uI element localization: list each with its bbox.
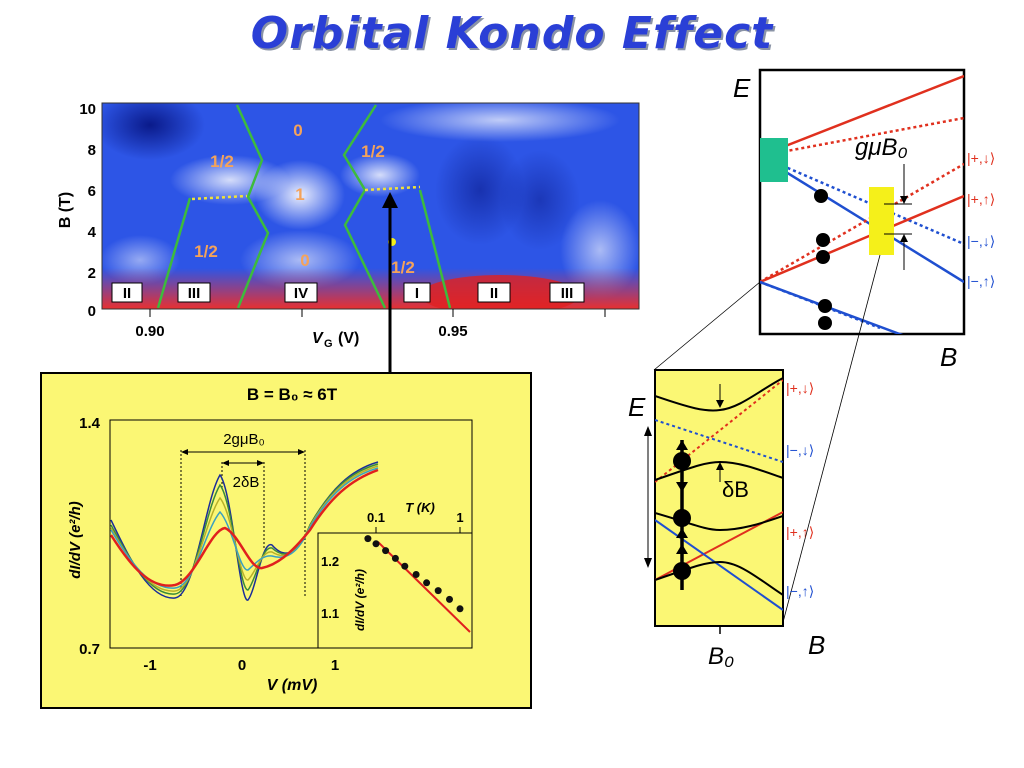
spectrum-panel: B = B₀ ≈ 6T 1.4 0.7 dI/dV (e²/h) -1 0 1 …: [40, 372, 532, 709]
zoom-e-label: E: [628, 392, 646, 422]
zoom-diagram: E B B₀ δB |+,↓⟩ |−,↓⟩ |+,↑⟩ |−,↑⟩: [628, 369, 825, 670]
inset-data-point: [434, 587, 442, 595]
region-label: II: [123, 285, 131, 302]
inset-data-point: [456, 605, 464, 613]
spin-label: 0: [293, 121, 302, 140]
x-tick: 0.95: [438, 323, 467, 340]
y-tick: 0.7: [79, 641, 100, 658]
y-tick: 10: [79, 101, 96, 118]
x-axis-label: V (mV): [267, 677, 318, 694]
conductance-map: 0 1/2 1/2 1 1/2 0 1/2 II III IV I II III…: [57, 101, 640, 350]
x-tick: -1: [143, 657, 156, 674]
spin-label: 1: [295, 185, 304, 204]
inset-data-point: [382, 547, 390, 555]
inset-data-point: [372, 540, 380, 548]
zoom-state-label: |+,↑⟩: [786, 524, 814, 540]
state-label: |−,↑⟩: [967, 273, 995, 289]
y-tick: 0: [88, 303, 96, 320]
inset-t-tick: 0.1: [367, 510, 385, 525]
y-axis-label: dI/dV (e²/h): [67, 501, 84, 579]
slide-title: Orbital Kondo Effect: [250, 8, 774, 59]
inset-y-tick: 1.1: [321, 606, 339, 621]
y-tick: 1.4: [79, 415, 101, 432]
inset-t-label: T (K): [405, 500, 435, 515]
state-label: |−,↓⟩: [967, 233, 995, 249]
spin-label: 1/2: [194, 242, 218, 261]
inset-data-point: [401, 562, 409, 570]
e-axis-label: E: [733, 73, 751, 103]
inset-data-point: [364, 535, 372, 543]
region-label: IV: [294, 285, 308, 302]
spin-label: 0: [300, 251, 309, 270]
zoom-state-label: |−,↑⟩: [786, 583, 814, 599]
inset-data-point: [423, 579, 431, 587]
region-label: III: [561, 285, 574, 302]
x-axis-label: V: [312, 330, 324, 347]
region-label: II: [490, 285, 498, 302]
temperature-inset: T (K) 0.1 1 1.2 1.1 dI/dV (e²/h): [317, 500, 473, 649]
state-label: |+,↓⟩: [967, 150, 995, 166]
b0-label: B₀: [708, 643, 734, 670]
y-tick: 4: [88, 224, 97, 241]
zoom-state-label: |−,↓⟩: [786, 442, 814, 458]
x-tick: 0: [238, 657, 246, 674]
inset-t-tick: 1: [456, 510, 463, 525]
state-label: |+,↑⟩: [967, 191, 995, 207]
spectrum-header: B = B₀ ≈ 6T: [247, 385, 338, 404]
inset-data-point: [391, 554, 399, 562]
gap-label: gμB₀: [855, 134, 908, 161]
region-label: III: [188, 285, 201, 302]
diamond-boundaries: [156, 104, 452, 309]
annotation-narrow: 2δB: [233, 474, 260, 491]
annotation-wide: 2gμB₀: [223, 431, 265, 448]
region-label: I: [415, 285, 419, 302]
spin-label: 1/2: [361, 142, 385, 161]
spectrum-curves: [109, 461, 379, 601]
x-axis-sub: G: [324, 338, 333, 350]
x-tick: 0.90: [135, 323, 164, 340]
inset-data-point: [446, 595, 453, 603]
zoom-state-label: |+,↓⟩: [786, 380, 814, 396]
inset-y-axis-label: dI/dV (e²/h): [353, 569, 367, 631]
x-axis-unit: (V): [338, 330, 359, 347]
y-tick: 8: [88, 142, 96, 159]
y-tick: 6: [88, 183, 96, 200]
inset-data-point: [412, 571, 420, 578]
y-axis-label: B (T): [57, 192, 74, 228]
delta-label: δB: [722, 477, 749, 502]
b-axis-label: B: [940, 342, 957, 372]
spin-label: 1/2: [210, 152, 234, 171]
spin-label: 1/2: [391, 258, 415, 277]
y-tick: 2: [88, 265, 96, 282]
x-tick: 1: [331, 657, 339, 674]
zoom-b-label: B: [808, 630, 825, 660]
inset-y-tick: 1.2: [321, 554, 339, 569]
energy-diagram: E B gμB₀ |+,↓⟩ |+,↑⟩ |−,↓⟩ |−,↑⟩: [733, 68, 995, 372]
